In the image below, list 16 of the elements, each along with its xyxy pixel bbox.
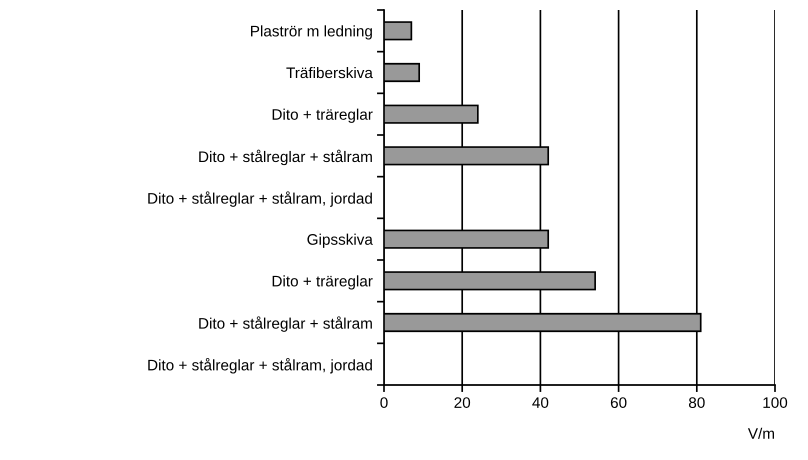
x-axis-title: V/m bbox=[748, 428, 774, 439]
y-tick-label: Dito + träreglar bbox=[272, 275, 373, 290]
x-tick-label: 40 bbox=[532, 397, 548, 408]
y-tick-label: Träfiberskiva bbox=[286, 66, 373, 78]
y-tick-label: Dito + träreglar bbox=[272, 108, 373, 123]
x-tick-label: 0 bbox=[380, 397, 388, 408]
y-tick-label: Dito + stålreglar + stålram bbox=[199, 150, 372, 166]
y-tick-label: Dito + stålreglar + stålram, jordad bbox=[148, 191, 372, 207]
y-tick-label: Dito + stålreglar + stålram bbox=[199, 316, 372, 332]
x-tick-label: 20 bbox=[454, 397, 470, 408]
y-tick-label: Dito + stålreglar + stålram, jordad bbox=[148, 358, 372, 374]
y-tick-label: Plaströr m ledning bbox=[251, 25, 372, 40]
x-tick-label: 60 bbox=[610, 397, 626, 408]
y-tick-label: Gipsskiva bbox=[307, 234, 373, 248]
x-tick-label: 100 bbox=[763, 397, 788, 408]
x-tick-label: 80 bbox=[688, 397, 705, 408]
